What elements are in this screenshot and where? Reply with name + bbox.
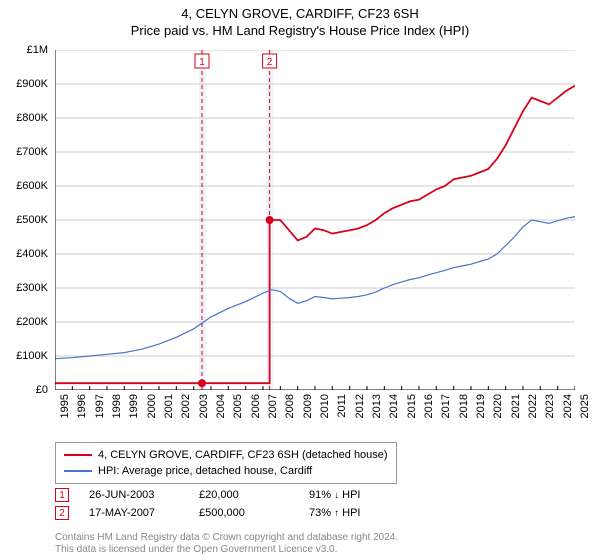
attribution-line: This data is licensed under the Open Gov… (55, 544, 398, 556)
y-tick-label: £500K (16, 214, 48, 226)
y-tick-label: £0 (36, 384, 48, 396)
event-row: 2 17-MAY-2007£500,00073% ↑ HPI (55, 504, 419, 522)
event-date: 26-JUN-2003 (89, 489, 199, 501)
y-tick-label: £200K (16, 316, 48, 328)
x-tick-label: 2002 (180, 394, 192, 434)
y-tick-label: £900K (16, 78, 48, 90)
attribution-line: Contains HM Land Registry data © Crown c… (55, 532, 398, 544)
x-tick-label: 2011 (336, 394, 348, 434)
svg-text:1: 1 (199, 57, 205, 68)
y-tick-label: £800K (16, 112, 48, 124)
y-tick-label: £700K (16, 146, 48, 158)
events-table: 1 26-JUN-2003£20,00091% ↓ HPI 2 17-MAY-2007… (55, 486, 419, 522)
legend-label: HPI: Average price, detached house, Card… (98, 465, 312, 477)
legend-swatch (64, 454, 92, 456)
chart-container: 4, CELYN GROVE, CARDIFF, CF23 6SH Price … (0, 0, 600, 560)
event-row: 1 26-JUN-2003£20,00091% ↓ HPI (55, 486, 419, 504)
x-tick-label: 1995 (59, 394, 71, 434)
x-tick-label: 2012 (354, 394, 366, 434)
event-price: £20,000 (199, 489, 309, 501)
event-marker: 2 (55, 506, 69, 520)
legend-item: 4, CELYN GROVE, CARDIFF, CF23 6SH (detac… (64, 447, 388, 463)
chart-subtitle: Price paid vs. HM Land Registry's House … (0, 21, 600, 38)
y-tick-label: £300K (16, 282, 48, 294)
x-tick-label: 2013 (371, 394, 383, 434)
x-axis: 1995 1996 1997 1998 1999 2000 2001 2002 2003 2004… (55, 396, 575, 441)
x-tick-label: 2021 (510, 394, 522, 434)
x-tick-label: 2025 (579, 394, 591, 434)
x-tick-label: 2014 (388, 394, 400, 434)
x-tick-label: 2016 (423, 394, 435, 434)
x-tick-label: 2019 (475, 394, 487, 434)
event-hpi: 91% ↓ HPI (309, 489, 419, 501)
x-tick-label: 2010 (319, 394, 331, 434)
x-tick-label: 2020 (492, 394, 504, 434)
x-tick-label: 2018 (458, 394, 470, 434)
x-tick-label: 2024 (562, 394, 574, 434)
x-tick-label: 1998 (111, 394, 123, 434)
y-tick-label: £600K (16, 180, 48, 192)
x-tick-label: 1997 (94, 394, 106, 434)
y-tick-label: £1M (27, 44, 48, 56)
x-tick-label: 2001 (163, 394, 175, 434)
svg-text:2: 2 (267, 57, 273, 68)
legend-item: HPI: Average price, detached house, Card… (64, 463, 388, 479)
event-marker: 1 (55, 488, 69, 502)
x-tick-label: 2006 (250, 394, 262, 434)
x-tick-label: 2007 (267, 394, 279, 434)
plot-area: 12 (55, 50, 575, 390)
legend-label: 4, CELYN GROVE, CARDIFF, CF23 6SH (detac… (98, 449, 388, 461)
legend-swatch (64, 470, 92, 472)
y-tick-label: £400K (16, 248, 48, 260)
x-tick-label: 2023 (544, 394, 556, 434)
x-tick-label: 2015 (406, 394, 418, 434)
x-tick-label: 2008 (284, 394, 296, 434)
event-price: £500,000 (199, 507, 309, 519)
event-date: 17-MAY-2007 (89, 507, 199, 519)
x-tick-label: 1996 (76, 394, 88, 434)
x-tick-label: 2004 (215, 394, 227, 434)
x-tick-label: 2003 (198, 394, 210, 434)
x-tick-label: 2022 (527, 394, 539, 434)
y-axis: £0£100K£200K£300K£400K£500K£600K£700K£80… (0, 50, 50, 390)
chart-svg: 12 (55, 50, 575, 390)
x-tick-label: 2000 (146, 394, 158, 434)
chart-title: 4, CELYN GROVE, CARDIFF, CF23 6SH (0, 0, 600, 21)
x-tick-label: 2009 (302, 394, 314, 434)
attribution: Contains HM Land Registry data © Crown c… (55, 532, 398, 556)
x-tick-label: 2017 (440, 394, 452, 434)
event-hpi: 73% ↑ HPI (309, 507, 419, 519)
x-tick-label: 1999 (128, 394, 140, 434)
x-tick-label: 2005 (232, 394, 244, 434)
y-tick-label: £100K (16, 350, 48, 362)
legend: 4, CELYN GROVE, CARDIFF, CF23 6SH (detac… (55, 442, 397, 484)
